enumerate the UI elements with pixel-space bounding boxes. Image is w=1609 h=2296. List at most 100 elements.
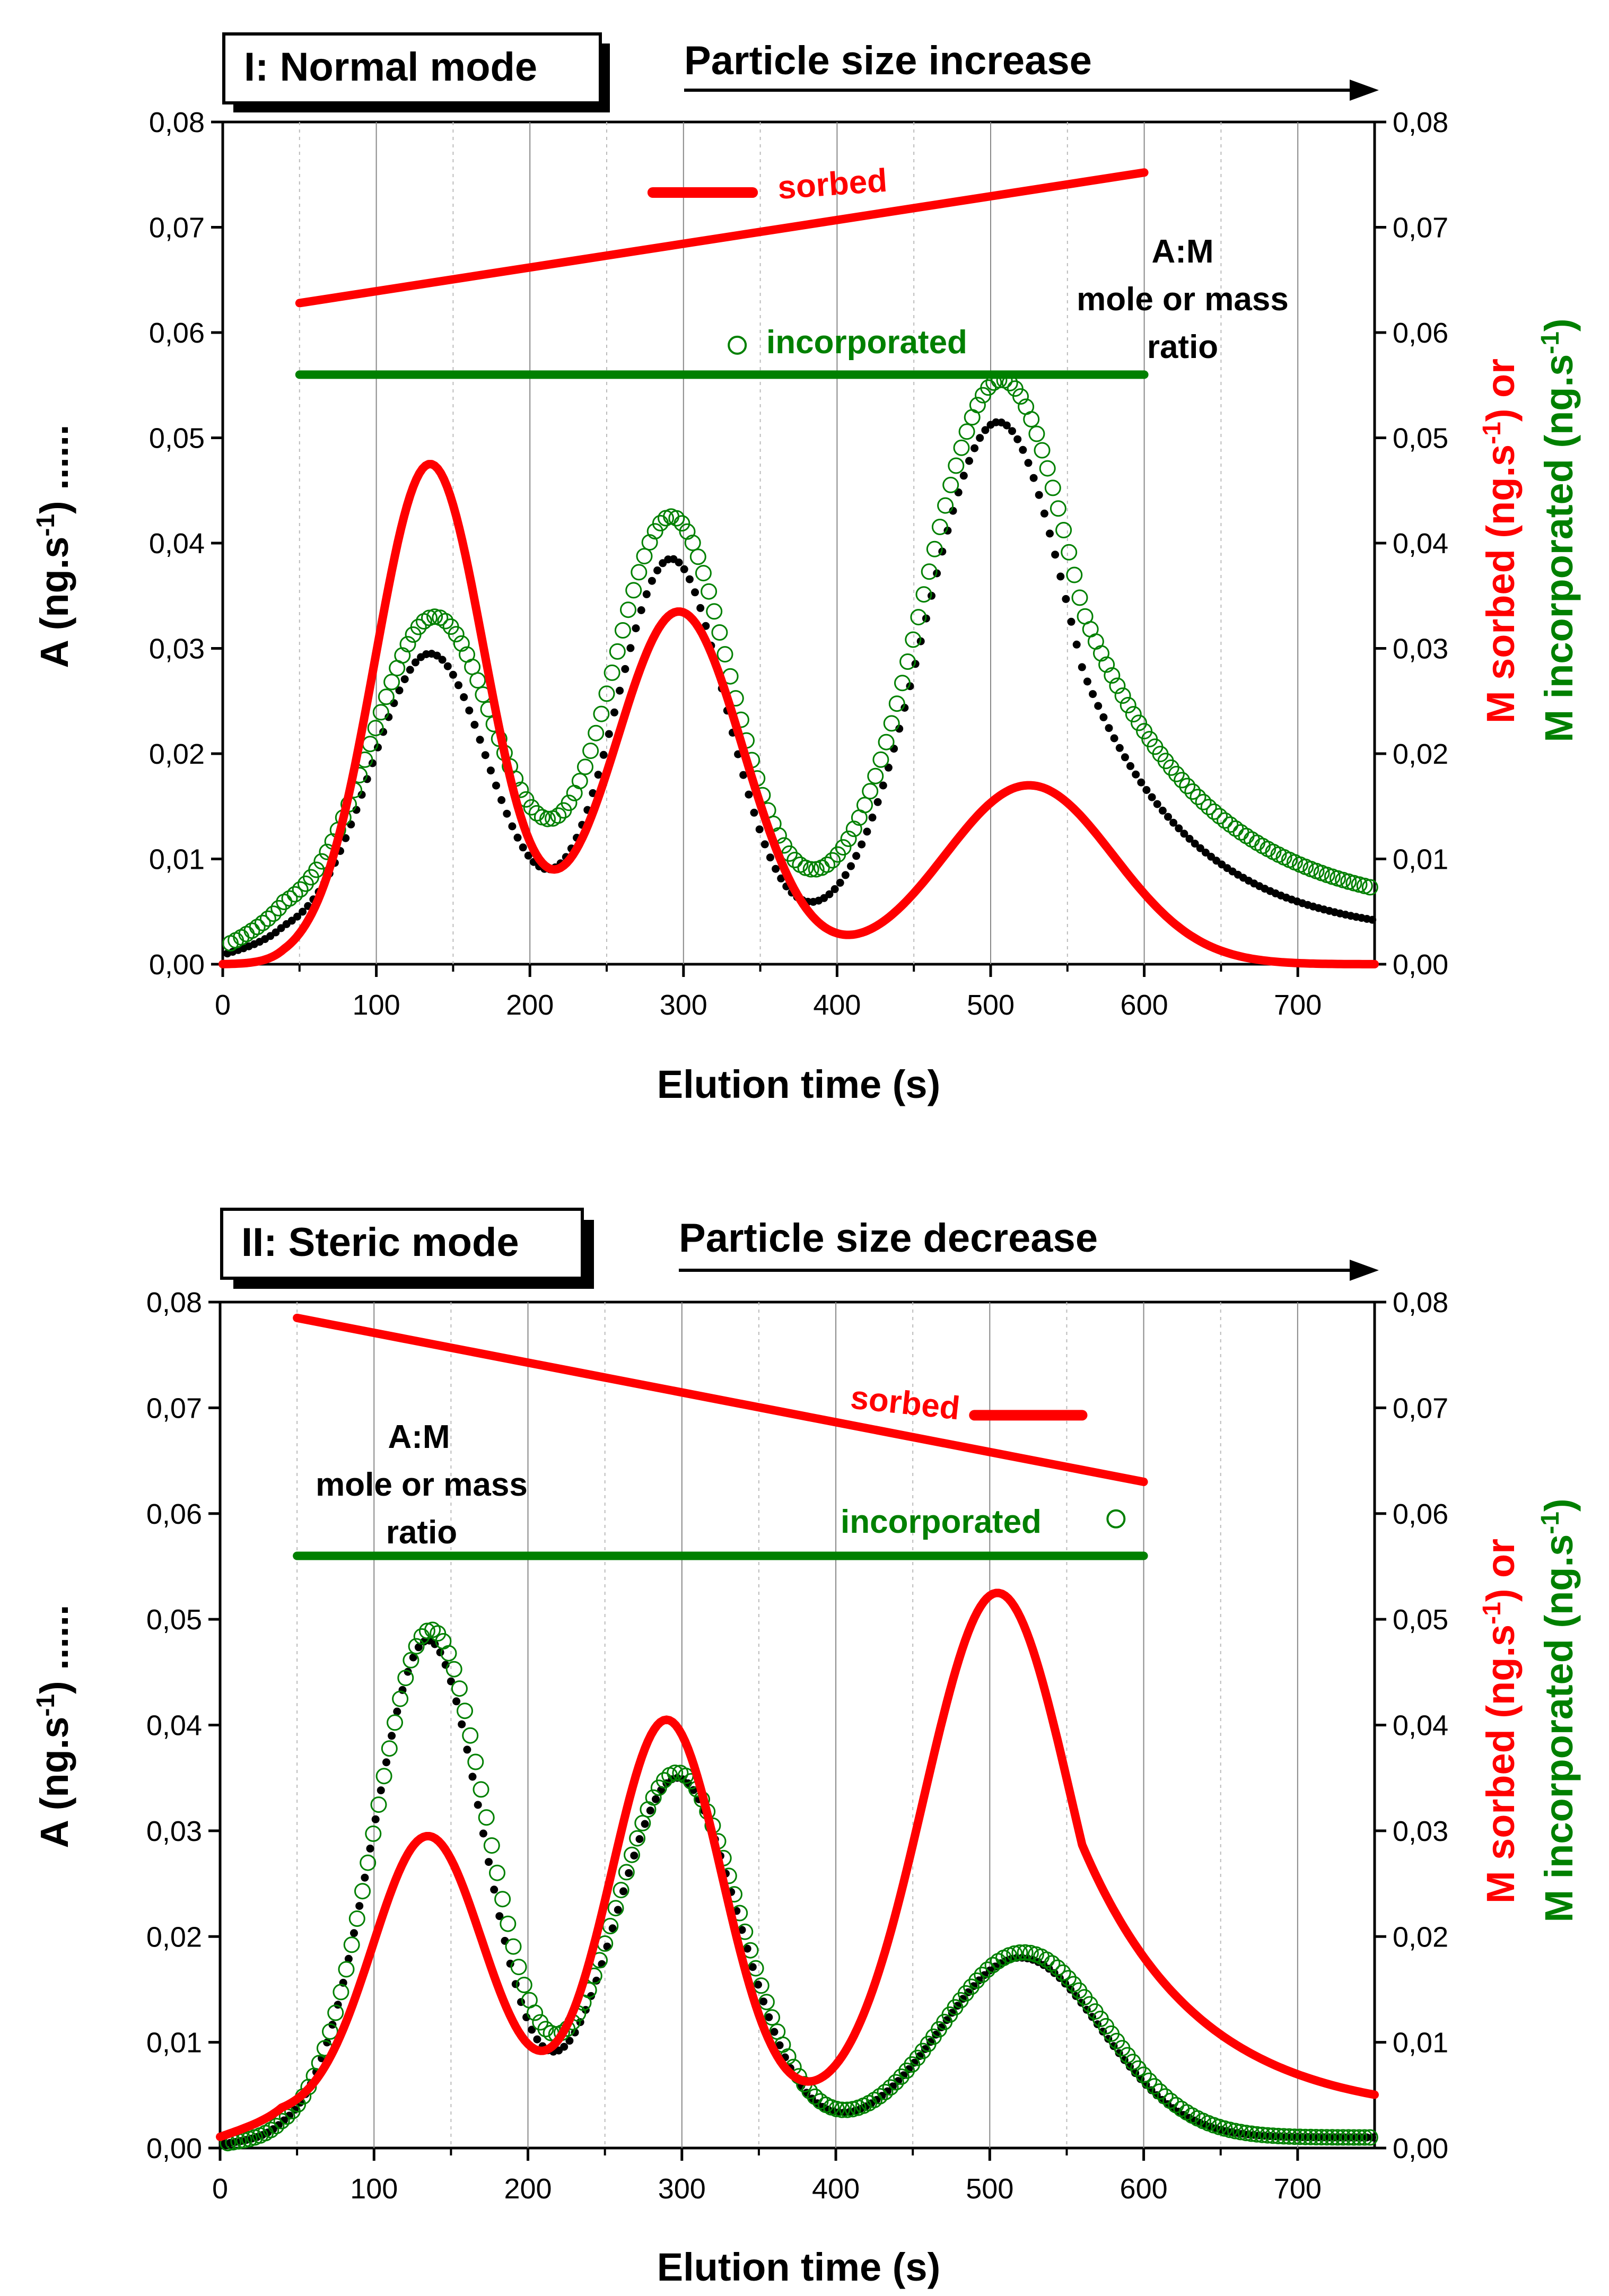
incorporated-point bbox=[523, 799, 540, 816]
y-tick-label-right: 0,03 bbox=[1393, 1815, 1448, 1847]
incorporated-point bbox=[453, 635, 470, 652]
a-point bbox=[409, 1653, 417, 1662]
incorporated-point bbox=[1023, 411, 1040, 427]
x-tick-label: 0 bbox=[212, 2173, 228, 2205]
incorporated-point bbox=[872, 751, 889, 768]
incorporated-point bbox=[910, 609, 927, 626]
a-point bbox=[1169, 818, 1178, 827]
a-point bbox=[830, 885, 839, 893]
incorporated-point bbox=[1174, 772, 1191, 789]
y-axis-title-right: M sorbed (ng.s-1) or bbox=[1478, 359, 1523, 723]
a-point bbox=[495, 1912, 504, 1920]
a-point bbox=[1002, 421, 1011, 430]
y-axis-title-right-green: M incorporated (ng.s-1) bbox=[1536, 1498, 1581, 1922]
a-point bbox=[873, 798, 882, 806]
incorporated-point bbox=[445, 1661, 462, 1678]
y-tick-label-left: 0,07 bbox=[149, 212, 205, 244]
a-point bbox=[1089, 690, 1097, 699]
a-point bbox=[691, 588, 699, 597]
incorporated-point bbox=[1130, 2060, 1147, 2077]
a-point bbox=[777, 874, 785, 883]
a-point bbox=[388, 1732, 396, 1740]
a-point bbox=[519, 843, 527, 852]
y-tick-label-left: 0,06 bbox=[146, 1498, 202, 1530]
incorporated-point bbox=[706, 603, 723, 620]
a-point bbox=[619, 1887, 627, 1896]
sorbed-curve bbox=[216, 1588, 1379, 2141]
y-axis-title-left-a: A (ng.s bbox=[32, 1717, 76, 1848]
series-m-incorporated bbox=[222, 372, 1378, 951]
incorporated-point bbox=[1179, 778, 1196, 795]
incorporated-point bbox=[667, 1765, 684, 1781]
a-point bbox=[1368, 915, 1377, 924]
a-point bbox=[1072, 640, 1081, 649]
a-point bbox=[1121, 753, 1129, 762]
y-axis-title-right-red-a: M sorbed (ng.s bbox=[1479, 1625, 1523, 1904]
incorporated-point bbox=[634, 1814, 651, 1831]
a-point bbox=[616, 686, 624, 695]
a-point bbox=[836, 878, 844, 887]
a-point bbox=[287, 916, 296, 925]
a-point bbox=[347, 820, 355, 828]
a-point bbox=[949, 507, 957, 515]
incorporated-point bbox=[1264, 2127, 1281, 2144]
a-point bbox=[468, 1773, 477, 1781]
incorporated-point bbox=[1205, 803, 1222, 820]
incorporated-point bbox=[1054, 1964, 1071, 1981]
incorporated-point bbox=[550, 807, 567, 824]
incorporated-point bbox=[894, 675, 911, 692]
a-point bbox=[1126, 762, 1134, 770]
a-point bbox=[1051, 551, 1060, 559]
a-point bbox=[1196, 844, 1204, 852]
incorporated-point bbox=[840, 831, 857, 847]
y-axis-title-right-red-sup: -1 bbox=[1478, 1602, 1506, 1625]
incorporated-point bbox=[1291, 2128, 1308, 2145]
a-point bbox=[696, 604, 705, 612]
a-point bbox=[452, 1697, 461, 1706]
incorporated-point bbox=[1232, 824, 1249, 841]
a-point bbox=[433, 651, 441, 660]
y-tick-label-left: 0,00 bbox=[146, 2133, 202, 2164]
incorporated-point bbox=[695, 565, 712, 582]
y-tick-label-right: 0,02 bbox=[1393, 738, 1448, 770]
y-tick-label-right: 0,08 bbox=[1393, 107, 1448, 138]
a-point bbox=[371, 1815, 380, 1823]
a-point bbox=[594, 771, 602, 779]
incorporated-point bbox=[1361, 879, 1378, 896]
a-point bbox=[299, 907, 307, 916]
a-point bbox=[646, 1806, 654, 1815]
a-point bbox=[1099, 713, 1108, 721]
a-point bbox=[406, 666, 414, 674]
a-point bbox=[1137, 778, 1145, 787]
y-axis-title-right-red-a: M sorbed (ng.s bbox=[1479, 444, 1523, 723]
a-point bbox=[603, 1942, 611, 1951]
y-tick-label-right: 0,04 bbox=[1393, 1710, 1448, 1742]
y-axis-title-left-sup: -1 bbox=[32, 1694, 60, 1717]
y-ticks-left: 0,00 0,01 0,02 0,03 0,04 0,05 0,06 0,07 0,08 bbox=[149, 107, 223, 981]
incorporated-point bbox=[819, 856, 836, 873]
a-point bbox=[765, 2013, 773, 2021]
incorporated-point bbox=[228, 932, 244, 949]
particle-size-arrowhead bbox=[1350, 1260, 1379, 1281]
sorbed-annotation: sorbed bbox=[849, 1379, 962, 1427]
incorporated-point bbox=[867, 767, 884, 784]
incorporated-point bbox=[383, 674, 400, 691]
incorporated-point bbox=[410, 618, 427, 635]
x-tick-label: 400 bbox=[813, 989, 861, 1021]
incorporated-point bbox=[764, 2009, 781, 2026]
svg-text:M sorbed (ng.s-1) or: M sorbed (ng.s-1) or bbox=[1478, 1539, 1523, 1904]
a-point bbox=[565, 2037, 574, 2045]
y-tick-label-right: 0,05 bbox=[1393, 1604, 1448, 1636]
incorporated-point bbox=[327, 2004, 344, 2021]
a-point bbox=[743, 1944, 751, 1953]
incorporated-point bbox=[958, 423, 975, 440]
y-tick-label-left: 0,08 bbox=[146, 1287, 202, 1319]
x-tick-label: 600 bbox=[1121, 989, 1168, 1021]
incorporated-point bbox=[1120, 697, 1136, 713]
incorporated-point bbox=[802, 861, 819, 878]
a-point bbox=[443, 662, 452, 670]
incorporated-point bbox=[1243, 831, 1260, 848]
incorporated-point bbox=[604, 664, 620, 681]
x-axis-title: Elution time (s) bbox=[657, 1062, 940, 1106]
a-point bbox=[463, 1745, 471, 1754]
